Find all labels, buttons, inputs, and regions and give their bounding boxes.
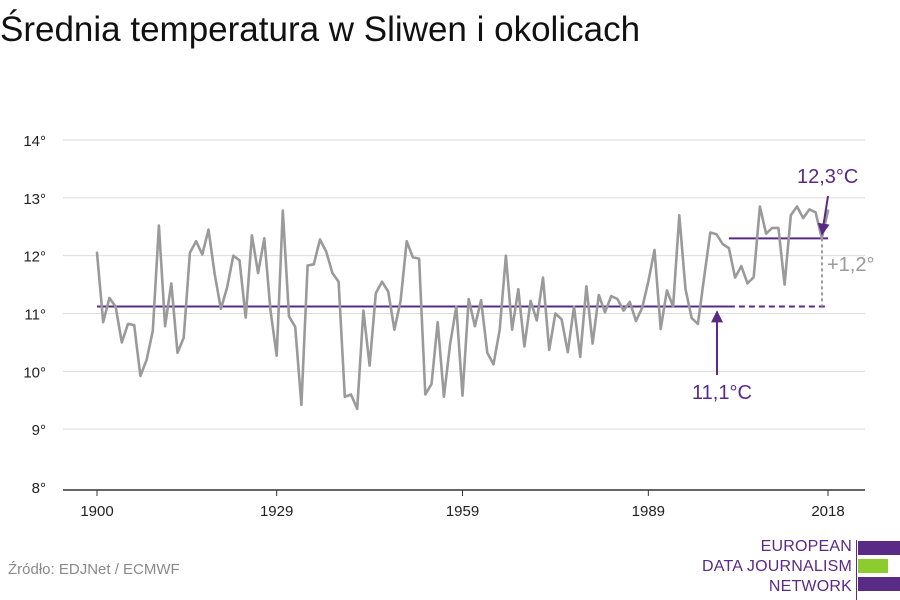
logo-line-3: NETWORK	[768, 578, 852, 595]
source-note: Źródło: EDJNet / ECMWF	[8, 561, 180, 578]
y-axis-tick-labels: 8° 9° 10° 11° 12° 13° 14°	[23, 133, 46, 497]
annotation-recent-average: 12,3°C	[797, 166, 858, 188]
series	[95, 205, 830, 411]
x-axis: 1900 1929 1959 1989 2018	[63, 489, 865, 520]
x-tick-label: 1900	[80, 503, 113, 520]
y-tick-label: 9°	[32, 422, 46, 439]
logo-bar-purple-top	[858, 541, 900, 555]
x-tick-label: 1929	[260, 503, 293, 520]
y-tick-label: 14°	[23, 133, 46, 150]
annotations: 12,3°C 11,1°C +1,2°	[692, 166, 874, 404]
logo-bar-green	[858, 559, 888, 573]
edjnet-logo: EUROPEAN DATA JOURNALISM NETWORK	[700, 536, 900, 600]
x-tick-label: 2018	[811, 503, 844, 520]
temperature-series-line	[95, 205, 830, 411]
y-tick-label: 12°	[23, 249, 46, 266]
x-tick-label: 1989	[632, 503, 665, 520]
logo-line-1: EUROPEAN	[760, 538, 852, 555]
y-tick-label: 11°	[24, 307, 46, 324]
annotation-difference: +1,2°	[827, 254, 874, 276]
y-tick-label: 10°	[23, 364, 46, 381]
logo-divider	[856, 540, 857, 600]
y-tick-label: 8°	[32, 480, 46, 497]
logo-line-2: DATA JOURNALISM	[702, 558, 852, 575]
annotation-arrow-recent	[817, 195, 830, 236]
reference-lines	[97, 237, 828, 308]
annotation-longterm-average: 11,1°C	[692, 382, 752, 404]
logo-bar-purple-bottom	[858, 577, 900, 591]
y-tick-label: 13°	[23, 191, 46, 208]
chart-title: Średnia temperatura w Sliwen i okolicach	[0, 10, 641, 49]
x-tick-label: 1959	[446, 503, 479, 520]
